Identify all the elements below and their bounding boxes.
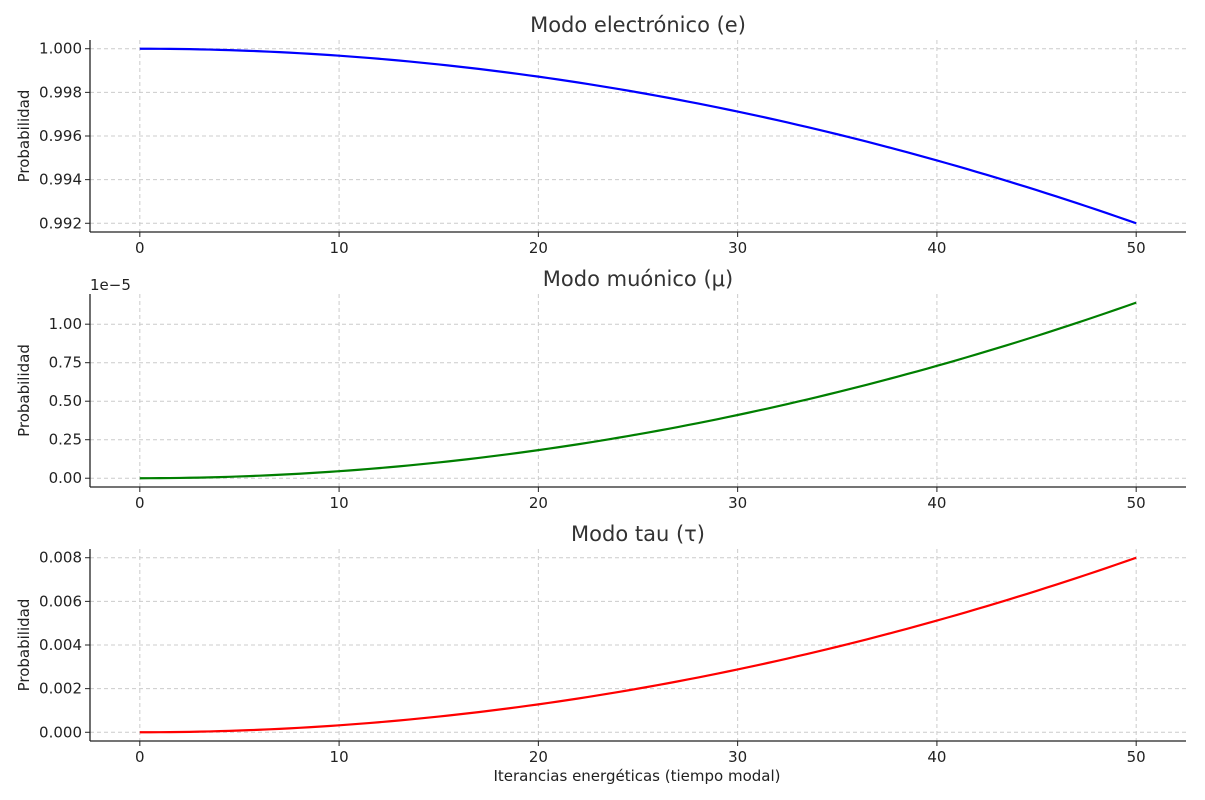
y-tick-label: 0.50 bbox=[49, 392, 82, 410]
x-tick-label: 10 bbox=[330, 239, 349, 257]
x-tick-label: 50 bbox=[1127, 748, 1146, 766]
y-tick-label: 1.000 bbox=[39, 40, 82, 58]
series-line bbox=[139, 47, 1137, 225]
subplot-title: Modo muónico (μ) bbox=[543, 267, 733, 291]
x-tick-label: 50 bbox=[1127, 239, 1146, 257]
x-tick-label: 40 bbox=[927, 494, 946, 512]
x-axis-label: Iterancias energéticas (tiempo modal) bbox=[493, 767, 780, 785]
y-tick-label: 0.008 bbox=[39, 549, 82, 567]
x-tick-label: 20 bbox=[529, 239, 548, 257]
subplot-title: Modo tau (τ) bbox=[571, 522, 705, 546]
x-tick-label: 30 bbox=[728, 748, 747, 766]
y-offset-text: 1e−5 bbox=[90, 276, 131, 294]
y-tick-label: 0.994 bbox=[39, 171, 82, 189]
x-tick-label: 10 bbox=[330, 494, 349, 512]
y-tick-label: 1.00 bbox=[49, 315, 82, 333]
y-tick-label: 0.000 bbox=[39, 723, 82, 741]
subplot-title: Modo electrónico (e) bbox=[530, 13, 746, 37]
subplot-3: 0 10 20 30 40 50 0.000 0.002 0.004 0.006 0.008 Modo… bbox=[15, 522, 1186, 766]
y-tick-label: 0.992 bbox=[39, 214, 82, 232]
subplot-1: 0 10 20 30 40 50 0.992 0.994 0.996 0.998 1.000 Modo… bbox=[15, 13, 1186, 257]
x-tick-label: 40 bbox=[927, 239, 946, 257]
y-tick-label: 0.006 bbox=[39, 592, 82, 610]
x-tick-label: 20 bbox=[529, 748, 548, 766]
y-tick-label: 0.996 bbox=[39, 127, 82, 145]
series-line bbox=[139, 556, 1137, 734]
x-tick-label: 50 bbox=[1127, 494, 1146, 512]
y-tick-label: 0.75 bbox=[49, 354, 82, 372]
y-tick-label: 0.25 bbox=[49, 431, 82, 449]
x-tick-label: 10 bbox=[330, 748, 349, 766]
x-tick-label: 40 bbox=[927, 748, 946, 766]
y-tick-label: 0.998 bbox=[39, 83, 82, 101]
y-axis-label: Probabilidad bbox=[15, 90, 33, 183]
x-tick-label: 30 bbox=[728, 239, 747, 257]
y-tick-label: 0.004 bbox=[39, 636, 82, 654]
x-tick-label: 0 bbox=[135, 494, 145, 512]
x-tick-label: 30 bbox=[728, 494, 747, 512]
y-axis-label: Probabilidad bbox=[15, 599, 33, 692]
y-tick-label: 0.002 bbox=[39, 680, 82, 698]
y-tick-label: 0.00 bbox=[49, 469, 82, 487]
x-tick-label: 20 bbox=[529, 494, 548, 512]
series-line bbox=[139, 301, 1137, 480]
subplot-2: 0 10 20 30 40 50 0.00 0.25 0.50 0.75 1.00 1e−5 Modo … bbox=[15, 267, 1186, 512]
x-tick-label: 0 bbox=[135, 239, 145, 257]
x-tick-label: 0 bbox=[135, 748, 145, 766]
y-axis-label: Probabilidad bbox=[15, 344, 33, 437]
